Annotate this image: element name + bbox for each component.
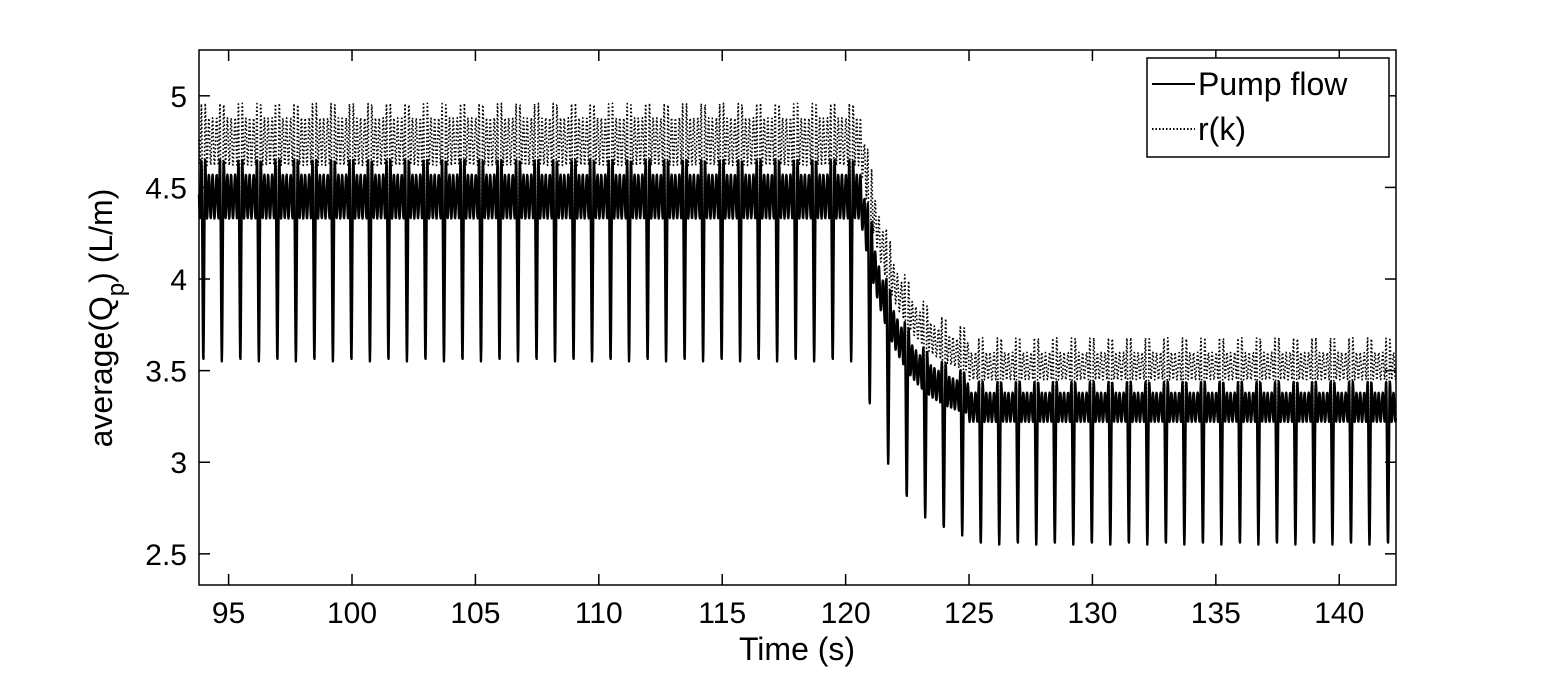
y-axis-title-subscript: p [103,283,130,296]
x-tick-label: 100 [327,597,377,630]
y-tick-label: 4.5 [145,172,187,205]
y-tick-label: 3.5 [145,356,187,389]
legend: Pump flow r(k) [1146,57,1390,158]
y-tick-label: 2.5 [145,539,187,572]
x-tick-label: 140 [1314,597,1364,630]
series-rk-line [198,102,1397,509]
x-tick-label: 110 [575,597,623,630]
y-tick-label: 3 [170,447,187,480]
legend-label-rk: r(k) [1198,111,1246,147]
y-axis-title-main: average(Q [83,296,119,447]
y-tick-label: 5 [170,81,187,114]
x-tick-label: 130 [1067,597,1117,630]
y-axis-title-tail: ) (L/m) [83,189,119,283]
plot-frame [198,49,1397,586]
x-tick-label: 95 [212,597,245,630]
legend-box [1146,57,1390,158]
legend-label-pump-flow: Pump flow [1198,66,1348,102]
x-tick-label: 105 [450,597,500,630]
tick-layer: 95 100 105 110 115 120 125 130 135 140 2.5 3 3.5 4 4.5… [145,50,1396,630]
x-axis-title: Time (s) [739,631,855,667]
y-axis-title: average(Qp) (L/m) [83,189,130,448]
series-pump-flow-line [197,158,1397,546]
x-tick-label: 125 [944,597,994,630]
y-tick-label: 4 [170,264,187,297]
x-tick-label: 115 [698,597,746,630]
series-layer [197,102,1397,546]
x-tick-label: 135 [1191,597,1241,630]
x-tick-label: 120 [821,597,871,630]
